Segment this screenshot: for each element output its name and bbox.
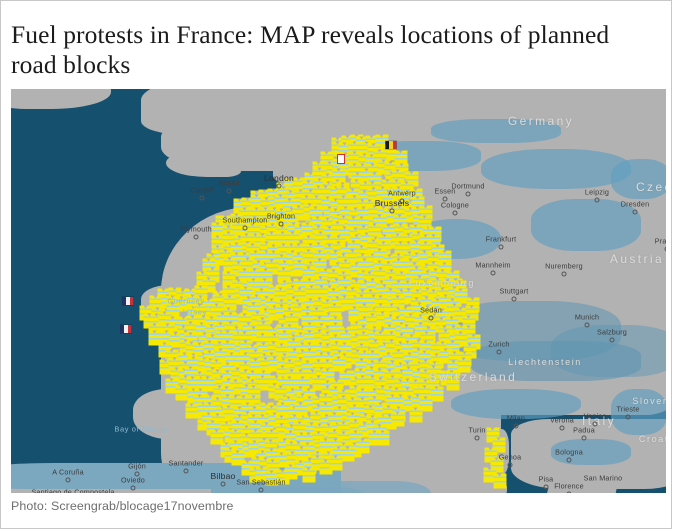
- road-block-vest-marker[interactable]: [148, 330, 162, 346]
- road-block-vest-marker[interactable]: [338, 295, 352, 311]
- road-block-vest-marker[interactable]: [337, 195, 351, 211]
- road-block-vest-marker[interactable]: [302, 266, 316, 282]
- road-block-vest-marker[interactable]: [394, 150, 408, 166]
- road-block-vest-marker[interactable]: [373, 248, 387, 264]
- road-block-vest-marker[interactable]: [222, 271, 236, 287]
- road-block-vest-marker[interactable]: [301, 222, 315, 238]
- page-title: Fuel protests in France: MAP reveals loc…: [11, 20, 610, 80]
- road-block-marker-layer[interactable]: [11, 89, 666, 493]
- road-block-vest-marker[interactable]: [357, 331, 371, 347]
- belgium-flag-marker[interactable]: [385, 141, 397, 149]
- road-block-vest-marker[interactable]: [223, 295, 237, 311]
- road-block-vest-marker[interactable]: [332, 356, 346, 372]
- france-flag-marker[interactable]: [120, 325, 132, 333]
- road-block-vest-marker[interactable]: [211, 222, 225, 238]
- road-block-vest-marker[interactable]: [193, 303, 207, 319]
- road-block-vest-marker[interactable]: [438, 250, 452, 266]
- road-block-vest-marker[interactable]: [169, 332, 183, 348]
- road-block-vest-marker[interactable]: [286, 231, 300, 247]
- road-block-vest-marker[interactable]: [303, 330, 317, 346]
- road-block-vest-marker[interactable]: [358, 258, 372, 274]
- protest-map[interactable]: GermanyCzechAustriaSwitzerlandItalySlove…: [11, 89, 666, 493]
- road-block-vest-marker[interactable]: [339, 259, 353, 275]
- road-block-vest-marker[interactable]: [276, 231, 290, 247]
- road-block-vest-marker[interactable]: [292, 177, 306, 193]
- road-block-vest-marker[interactable]: [382, 190, 396, 206]
- road-block-vest-marker[interactable]: [249, 358, 263, 374]
- france-flag-marker[interactable]: [122, 297, 134, 305]
- road-block-vest-marker[interactable]: [340, 330, 354, 346]
- road-block-vest-marker[interactable]: [277, 267, 291, 283]
- white-pin-marker[interactable]: [337, 154, 345, 164]
- flag-marker-layer[interactable]: [11, 89, 666, 493]
- photo-credit: Photo: Screengrab/blocage17novembre: [11, 499, 234, 513]
